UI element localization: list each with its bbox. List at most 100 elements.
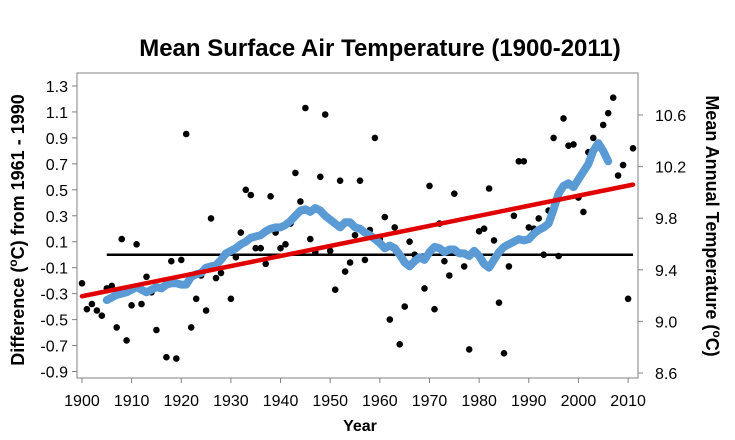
x-tick-label: 1940 bbox=[263, 393, 299, 410]
data-point bbox=[560, 115, 567, 122]
data-point bbox=[391, 224, 399, 231]
data-point bbox=[192, 295, 200, 303]
data-point bbox=[480, 225, 488, 232]
data-point bbox=[168, 257, 175, 265]
data-point bbox=[475, 228, 483, 235]
plot-area-border bbox=[76, 72, 639, 379]
data-point bbox=[88, 300, 96, 308]
data-point bbox=[83, 305, 91, 313]
data-point bbox=[351, 231, 359, 239]
data-point bbox=[267, 193, 274, 200]
y2-axis-ticks: 10.6 10.2 9.8 9.4 9.0 8.6 bbox=[638, 108, 686, 383]
data-point bbox=[441, 257, 448, 265]
data-point bbox=[515, 158, 523, 165]
data-point bbox=[346, 259, 354, 266]
data-point bbox=[604, 109, 612, 117]
y-tick-label: 0.9 bbox=[46, 131, 68, 148]
data-point bbox=[163, 353, 170, 361]
data-point bbox=[580, 208, 587, 216]
data-point bbox=[128, 302, 135, 309]
data-point bbox=[341, 268, 349, 275]
x-tick-label: 1950 bbox=[312, 393, 348, 410]
y-axis-ticks: 1.3 1.1 0.9 0.7 0.5 0.3 0.1 -0.1 -0.3 -0.5 -0.7 -0.… bbox=[40, 79, 77, 382]
data-point bbox=[500, 350, 508, 357]
data-point bbox=[302, 104, 309, 112]
data-point bbox=[361, 256, 369, 264]
data-point bbox=[371, 134, 379, 142]
data-point bbox=[237, 229, 245, 236]
x-tick-label: 1900 bbox=[64, 393, 100, 410]
data-point bbox=[505, 263, 513, 270]
data-point bbox=[317, 173, 324, 181]
data-point bbox=[401, 303, 409, 310]
data-point bbox=[629, 145, 637, 152]
data-point bbox=[331, 286, 339, 294]
y-tick-label: -0.3 bbox=[40, 287, 68, 304]
data-point bbox=[282, 241, 289, 248]
data-point bbox=[510, 212, 518, 220]
data-point bbox=[113, 324, 120, 331]
data-point bbox=[292, 169, 299, 177]
data-point bbox=[182, 130, 190, 138]
data-point bbox=[297, 198, 304, 205]
y-tick-label: 0.5 bbox=[46, 183, 68, 200]
y2-axis-label: Mean Annual Temperature (oC) bbox=[702, 95, 724, 356]
data-point bbox=[227, 295, 235, 303]
data-point bbox=[187, 324, 195, 331]
data-point bbox=[485, 185, 493, 192]
data-point bbox=[381, 213, 389, 221]
data-point bbox=[550, 134, 557, 142]
data-point bbox=[624, 295, 632, 303]
y-tick-label: -0.9 bbox=[40, 365, 68, 382]
data-point bbox=[153, 326, 160, 334]
data-point bbox=[321, 111, 329, 118]
x-tick-label: 1990 bbox=[511, 393, 547, 410]
data-point bbox=[108, 282, 116, 290]
data-point bbox=[460, 263, 468, 270]
data-point bbox=[386, 316, 394, 323]
y-tick-label: -0.1 bbox=[40, 261, 68, 278]
data-point bbox=[93, 307, 101, 314]
y-axis-label: Difference (oC) from 1961 - 1990 bbox=[6, 94, 28, 365]
data-point bbox=[217, 269, 225, 277]
data-point bbox=[212, 274, 220, 282]
data-point bbox=[426, 182, 433, 190]
data-point bbox=[555, 252, 562, 260]
data-point bbox=[307, 235, 314, 243]
data-point bbox=[336, 177, 344, 184]
data-point bbox=[451, 190, 458, 197]
data-point bbox=[262, 260, 270, 268]
data-point bbox=[465, 346, 473, 353]
y2-tick-label: 9.4 bbox=[655, 263, 677, 280]
data-point bbox=[609, 94, 617, 101]
y-tick-label: -0.7 bbox=[40, 339, 68, 356]
data-point bbox=[421, 285, 428, 292]
data-point bbox=[590, 134, 597, 142]
data-point bbox=[431, 305, 438, 313]
y-tick-label: 0.1 bbox=[46, 235, 68, 252]
y2-tick-label: 9.8 bbox=[655, 211, 677, 228]
data-point bbox=[78, 280, 86, 287]
data-point bbox=[619, 161, 627, 169]
y-tick-label: -0.5 bbox=[40, 313, 68, 330]
data-point bbox=[495, 299, 503, 307]
x-tick-label: 1920 bbox=[163, 393, 199, 410]
data-point bbox=[178, 256, 185, 264]
x-tick-label: 1960 bbox=[362, 393, 398, 410]
data-point bbox=[446, 272, 453, 279]
data-point bbox=[396, 341, 404, 348]
data-point bbox=[356, 177, 364, 184]
x-tick-label: 1970 bbox=[412, 393, 448, 410]
data-point bbox=[565, 142, 572, 149]
chart-title: Mean Surface Air Temperature (1900-2011) bbox=[139, 35, 621, 62]
y-tick-label: 1.3 bbox=[46, 79, 68, 96]
x-tick-label: 2010 bbox=[610, 393, 646, 410]
data-point bbox=[173, 355, 180, 362]
y-tick-label: 1.1 bbox=[46, 105, 68, 122]
y-tick-label: 0.3 bbox=[46, 209, 68, 226]
data-point bbox=[202, 307, 210, 314]
data-point bbox=[570, 141, 577, 148]
data-point bbox=[118, 235, 125, 243]
smoothed-line bbox=[102, 139, 613, 305]
data-point bbox=[123, 337, 130, 344]
